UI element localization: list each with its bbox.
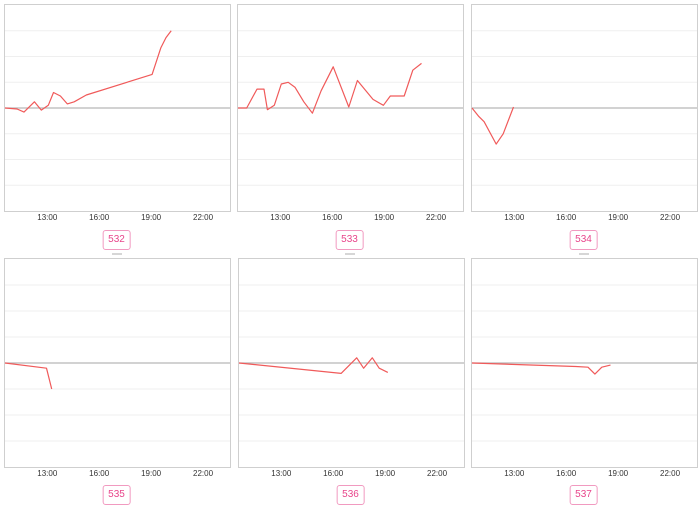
chart-svg bbox=[238, 284, 464, 442]
x-tick-label: 13:00 bbox=[37, 213, 58, 222]
x-tick-label: 16:00 bbox=[322, 213, 343, 222]
x-tick-label: 13:00 bbox=[504, 213, 525, 222]
x-tick-label: 16:00 bbox=[89, 213, 110, 222]
series-line bbox=[238, 357, 389, 375]
x-tick-label: 16:00 bbox=[556, 469, 577, 478]
x-tick-label: 19:00 bbox=[141, 213, 162, 222]
chart-svg bbox=[4, 30, 230, 186]
panel-id-badge[interactable]: 532 bbox=[102, 230, 131, 250]
chart-svg bbox=[238, 30, 463, 186]
chart-panel-532 bbox=[4, 4, 231, 212]
x-tick-label: 19:00 bbox=[141, 469, 162, 478]
cropped-divider bbox=[578, 253, 589, 255]
chart-panel-533 bbox=[237, 4, 464, 212]
series-line bbox=[4, 362, 53, 390]
x-tick-label: 22:00 bbox=[193, 469, 214, 478]
series-line bbox=[4, 30, 172, 113]
panel-id-badge[interactable]: 534 bbox=[569, 230, 598, 250]
chart-panel-535 bbox=[4, 258, 231, 468]
chart-svg bbox=[471, 284, 697, 442]
x-tick-label: 16:00 bbox=[323, 469, 344, 478]
x-tick-label: 13:00 bbox=[271, 469, 292, 478]
series-line bbox=[471, 106, 515, 145]
x-tick-label: 19:00 bbox=[374, 213, 395, 222]
chart-panel-536 bbox=[238, 258, 465, 468]
x-tick-label: 19:00 bbox=[608, 213, 629, 222]
x-tick-label: 13:00 bbox=[504, 469, 525, 478]
x-tick-label: 22:00 bbox=[660, 469, 681, 478]
chart-svg bbox=[4, 284, 230, 442]
chart-panel-537 bbox=[471, 258, 698, 468]
panel-id-badge[interactable]: 536 bbox=[336, 485, 365, 505]
x-tick-label: 19:00 bbox=[608, 469, 629, 478]
series-line bbox=[238, 62, 422, 114]
x-tick-label: 16:00 bbox=[556, 213, 577, 222]
chart-panel-534 bbox=[471, 4, 698, 212]
x-tick-label: 19:00 bbox=[375, 469, 396, 478]
panel-id-badge[interactable]: 535 bbox=[102, 485, 131, 505]
x-tick-label: 13:00 bbox=[270, 213, 291, 222]
cropped-divider bbox=[344, 253, 355, 255]
x-tick-label: 13:00 bbox=[37, 469, 58, 478]
panel-id-badge[interactable]: 533 bbox=[335, 230, 364, 250]
x-tick-label: 22:00 bbox=[427, 469, 448, 478]
x-tick-label: 22:00 bbox=[193, 213, 214, 222]
series-line bbox=[471, 362, 611, 375]
panel-id-badge[interactable]: 537 bbox=[569, 485, 598, 505]
x-tick-label: 22:00 bbox=[426, 213, 447, 222]
x-tick-label: 16:00 bbox=[89, 469, 110, 478]
x-tick-label: 22:00 bbox=[660, 213, 681, 222]
chart-svg bbox=[471, 30, 697, 186]
cropped-divider bbox=[111, 253, 122, 255]
